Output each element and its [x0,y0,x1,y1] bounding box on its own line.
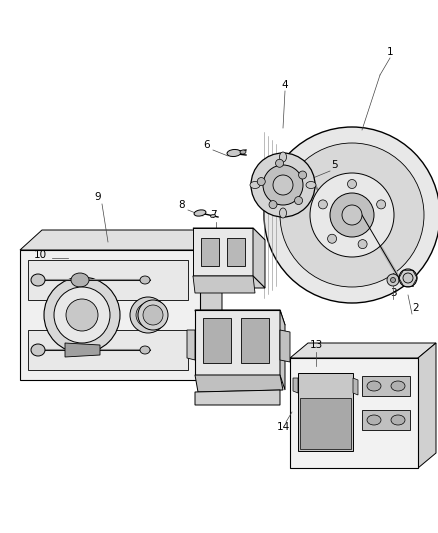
Text: 4: 4 [282,80,288,90]
Polygon shape [195,375,283,392]
Text: 1: 1 [387,47,393,57]
Circle shape [44,277,120,353]
Polygon shape [200,230,222,380]
Text: 11: 11 [46,323,60,333]
Circle shape [54,287,110,343]
Ellipse shape [140,346,150,354]
Ellipse shape [194,335,205,344]
Ellipse shape [250,182,260,189]
Circle shape [330,193,374,237]
Circle shape [257,177,265,185]
Text: 7: 7 [210,210,216,220]
Ellipse shape [194,210,206,216]
Bar [227,238,245,266]
Ellipse shape [31,274,45,286]
Text: 6: 6 [204,140,210,150]
Ellipse shape [367,381,381,391]
Polygon shape [418,343,436,468]
Circle shape [143,305,163,325]
Circle shape [136,303,160,327]
Bar [201,238,219,266]
Polygon shape [195,310,285,325]
Polygon shape [253,228,265,288]
Polygon shape [193,276,255,293]
Ellipse shape [306,182,316,189]
Circle shape [280,143,424,287]
Ellipse shape [227,149,241,157]
Circle shape [399,269,417,287]
Polygon shape [362,410,410,430]
Circle shape [251,153,315,217]
Text: 9: 9 [95,192,101,202]
Text: 2: 2 [413,303,419,313]
Text: 13: 13 [309,340,323,350]
Text: 11: 11 [53,267,67,277]
Polygon shape [195,390,280,405]
Circle shape [391,278,396,282]
Circle shape [377,200,385,209]
Circle shape [342,205,362,225]
Polygon shape [65,343,100,357]
Text: 12: 12 [206,335,219,345]
Polygon shape [290,343,436,358]
Polygon shape [298,373,353,451]
Circle shape [328,234,336,243]
Polygon shape [293,378,298,393]
Circle shape [347,180,357,189]
Bar [28,260,188,300]
Polygon shape [300,398,351,449]
Bar [241,318,269,363]
Ellipse shape [240,150,246,154]
Ellipse shape [279,152,286,162]
Text: 5: 5 [332,160,338,170]
Circle shape [263,165,303,205]
Circle shape [264,127,438,303]
Circle shape [403,273,413,283]
Text: 10: 10 [33,250,46,260]
Circle shape [387,274,399,286]
Circle shape [318,200,327,209]
Polygon shape [193,228,253,276]
Circle shape [358,240,367,248]
Circle shape [269,200,277,208]
Circle shape [276,159,283,167]
Ellipse shape [211,214,215,217]
Circle shape [299,171,307,179]
Circle shape [138,300,168,330]
Text: 8: 8 [179,200,185,210]
Polygon shape [353,378,358,395]
Polygon shape [290,358,418,468]
Circle shape [310,173,394,257]
Polygon shape [193,228,265,240]
Text: 3: 3 [390,288,396,298]
Ellipse shape [391,381,405,391]
Polygon shape [20,250,200,380]
Circle shape [130,297,166,333]
Polygon shape [187,330,195,360]
Polygon shape [362,376,410,396]
Ellipse shape [71,273,89,287]
Ellipse shape [391,415,405,425]
Polygon shape [195,310,280,375]
Ellipse shape [367,415,381,425]
Ellipse shape [140,276,150,284]
Circle shape [66,299,98,331]
Ellipse shape [279,208,286,218]
Circle shape [273,175,293,195]
Polygon shape [193,276,265,288]
Text: 14: 14 [276,422,290,432]
Bar [203,318,231,363]
Polygon shape [280,310,285,390]
Polygon shape [280,330,290,362]
Circle shape [295,197,303,205]
Polygon shape [20,230,222,250]
Ellipse shape [31,344,45,356]
Bar [28,330,188,370]
